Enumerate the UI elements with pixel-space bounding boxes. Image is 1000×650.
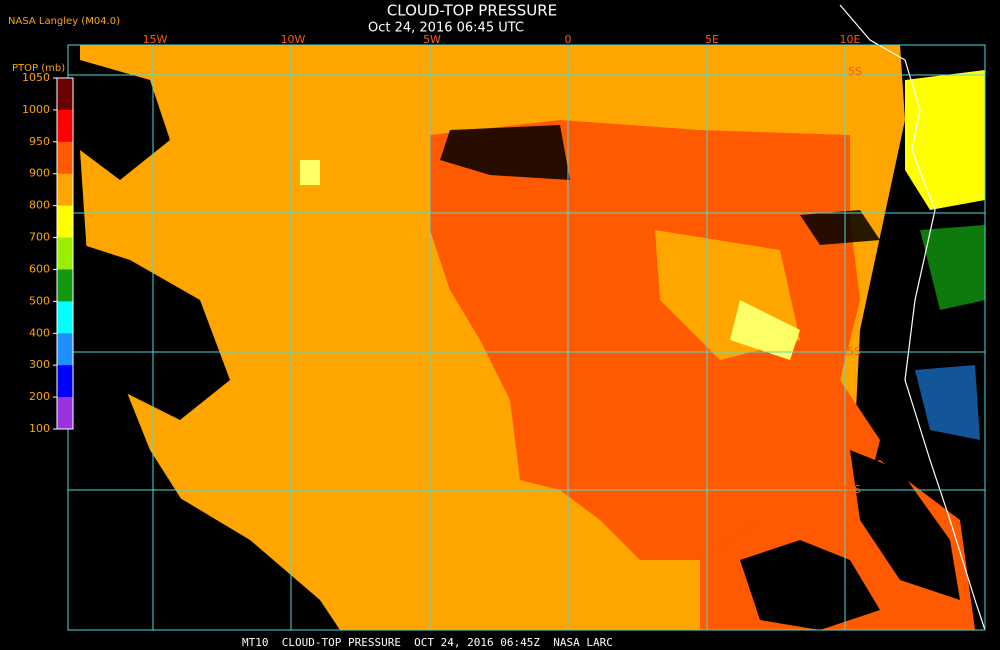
colorbar-segment [57, 109, 73, 143]
colorbar-tick-label: 200 [29, 390, 50, 403]
colorbar-tick-label: 1050 [22, 71, 50, 84]
colorbar: 1050 1000 950 900 800 700 600 500 400 300 200 100 [22, 71, 74, 435]
latitude-label: 20S [840, 483, 861, 496]
map-image [68, 4, 986, 631]
latitude-label: 5S [848, 65, 862, 78]
colorbar-tick-label: 300 [29, 358, 50, 371]
colorbar-tick-label: 500 [29, 294, 50, 307]
source: NASA Langley (M04.0) [8, 16, 120, 27]
subtitle: Oct 24, 2016 06:45 UTC [368, 21, 524, 36]
colorbar-tick-label: 900 [29, 167, 50, 180]
colorbar-tick-label: 950 [29, 135, 50, 148]
footer: MT10 CLOUD-TOP PRESSURE OCT 24, 2016 06:… [242, 636, 613, 649]
colorbar-tick-label: 800 [29, 199, 50, 212]
longitude-label: 10W [281, 33, 306, 46]
colorbar-segment [57, 205, 73, 239]
longitude-label: 15W [143, 33, 168, 46]
colorbar-tick-label: 1000 [22, 103, 50, 116]
colorbar-frame [56, 77, 74, 430]
colorbar-segment [57, 141, 73, 175]
latitude-label: 15S [840, 345, 861, 358]
colorbar-segment [57, 333, 73, 366]
title: CLOUD-TOP PRESSURE [387, 2, 557, 20]
colorbar-segment [57, 365, 73, 398]
colorbar-tick-label: 700 [29, 231, 50, 244]
colorbar-segment [57, 237, 73, 270]
colorbar-segment [57, 301, 73, 334]
longitude-label: 10E [840, 33, 861, 46]
longitude-label: 0 [565, 33, 572, 46]
colorbar-segment [57, 397, 73, 430]
colorbar-segment [57, 78, 73, 111]
colorbar-tick-label: 100 [29, 422, 50, 435]
longitude-label: 5W [423, 33, 441, 46]
colorbar-label: PTOP (mb) [12, 63, 65, 74]
colorbar-segment [57, 269, 73, 302]
colorbar-tick-label: 600 [29, 262, 50, 275]
longitude-label: 5E [705, 33, 719, 46]
colorbar-tick-label: 400 [29, 326, 50, 339]
colorbar-segment [57, 173, 73, 207]
